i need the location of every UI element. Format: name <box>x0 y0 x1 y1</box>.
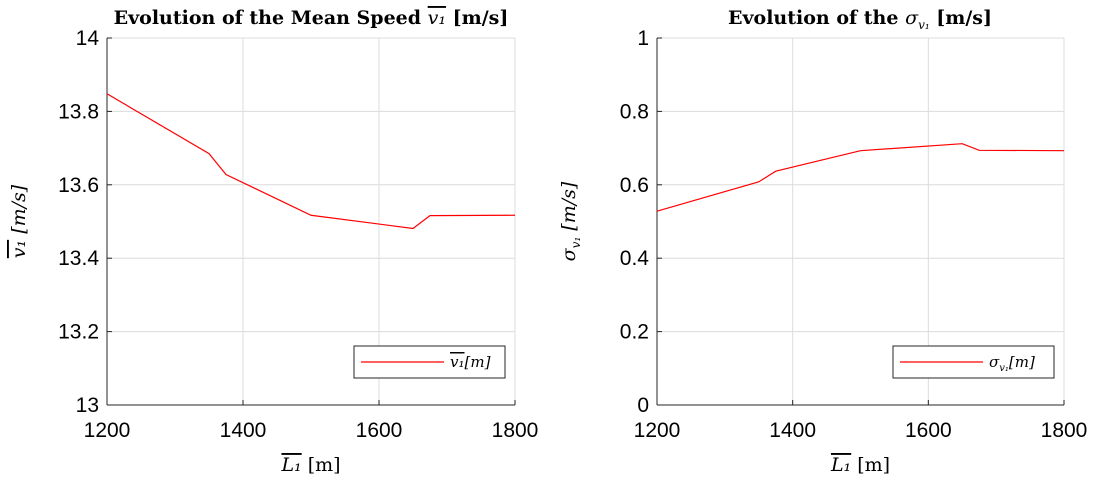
y-tick-label-2: 13.4 <box>58 247 99 270</box>
x-axis-label-unit: [m] <box>851 454 890 476</box>
legend-symbol: v₁ <box>450 353 465 371</box>
chart-title-symbol: v₁ <box>428 7 446 29</box>
chart-panel-1: 1200 1400 1600 1800 13 13.2 13.4 13.6 13.8 14 Evol… <box>8 7 538 476</box>
y-axis-label-subscript: v₁ <box>569 237 583 249</box>
legend: v₁[m] <box>353 345 506 379</box>
x-axis-label-unit: [m] <box>302 454 341 476</box>
chart-panel-2: 1200 1400 1600 1800 0 0.2 0.4 0.6 0.8 1 Evolution … <box>558 7 1087 476</box>
x-tick-label-1: 1400 <box>220 419 267 442</box>
x-tick-label-0: 1200 <box>84 419 131 442</box>
plot-area <box>107 38 515 405</box>
y-tick-label-4: 13.8 <box>58 100 99 123</box>
y-tick-label-2: 0.4 <box>620 247 650 270</box>
y-axis-label-symbol: v₁ <box>8 240 30 258</box>
x-tick-label-1: 1400 <box>769 419 816 442</box>
y-tick-label-3: 0.6 <box>620 174 649 197</box>
legend-symbol: σ <box>989 353 1000 371</box>
y-axis-label-symbol: σ <box>558 247 580 261</box>
x-tick-label-2: 1600 <box>356 419 403 442</box>
chart-title: Evolution of the σv₁ [m/s] <box>728 7 992 32</box>
legend-suffix: [m] <box>1009 353 1035 371</box>
x-tick-label-2: 1600 <box>905 419 952 442</box>
y-axis-label: v₁ [m/s] <box>8 184 30 258</box>
legend-subscript: v₁ <box>999 363 1009 374</box>
plot-area <box>657 38 1064 405</box>
x-axis-label-symbol: L₁ <box>830 454 851 476</box>
y-tick-label-1: 0.2 <box>620 321 649 344</box>
series-line-1 <box>656 143 1065 212</box>
chart-title: Evolution of the Mean Speed v₁ [m/s] <box>114 7 509 29</box>
chart-title-text: Evolution of the <box>728 7 905 29</box>
chart-title-unit: [m/s] <box>446 7 508 29</box>
y-axis-label-unit: [m/s] <box>8 184 30 240</box>
legend-label-1: v₁[m] <box>450 353 491 371</box>
y-tick-label-5: 14 <box>76 27 100 50</box>
x-tick-label-3: 1800 <box>1041 419 1088 442</box>
series-line-1 <box>106 93 516 230</box>
legend: σv₁[m] <box>892 345 1055 379</box>
y-tick-label-5: 1 <box>637 27 649 50</box>
legend-suffix: [m] <box>465 353 491 371</box>
x-tick-label-3: 1800 <box>492 419 539 442</box>
chart-title-unit: [m/s] <box>930 7 992 29</box>
chart-title-symbol: σ <box>905 7 919 29</box>
chart-title-text: Evolution of the Mean Speed <box>114 7 428 29</box>
chart-title-subscript: v₁ <box>918 18 930 32</box>
legend-label-1: σv₁[m] <box>989 353 1035 374</box>
y-axis-label: σv₁ [m/s] <box>558 181 583 261</box>
x-axis-label: L₁ [m] <box>280 454 340 476</box>
y-tick-label-0: 13 <box>76 394 99 417</box>
x-tick-label-0: 1200 <box>634 419 681 442</box>
x-axis-label: L₁ [m] <box>830 454 890 476</box>
y-tick-label-3: 13.6 <box>58 174 99 197</box>
y-tick-label-0: 0 <box>637 394 649 417</box>
x-axis-label-symbol: L₁ <box>280 454 301 476</box>
y-axis-label-unit: [m/s] <box>558 181 580 237</box>
y-tick-label-4: 0.8 <box>620 100 649 123</box>
y-tick-label-1: 13.2 <box>58 321 99 344</box>
